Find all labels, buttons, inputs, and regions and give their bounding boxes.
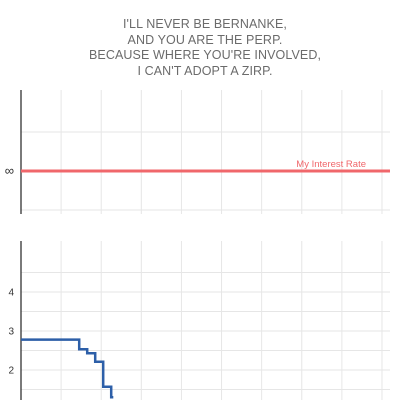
y-tick-label: 3 <box>8 327 14 338</box>
title-line-2: AND YOU ARE THE PERP. <box>127 32 283 47</box>
annotations: My Interest Rate <box>296 159 366 170</box>
title-line-3: BECAUSE WHERE YOU'RE INVOLVED, <box>88 48 322 62</box>
title-line-4: I CAN'T ADOPT A ZIRP. <box>137 63 273 78</box>
interest-rate-label: My Interest Rate <box>296 159 366 170</box>
y-tick-labels: 2 3 4 ∞ <box>5 163 15 377</box>
series-step-line <box>21 338 114 399</box>
title-line-1: I'LL NEVER BE BERNANKE, <box>122 17 287 31</box>
grid <box>21 90 390 400</box>
series <box>21 169 390 399</box>
y-tick-label: ∞ <box>5 163 14 178</box>
y-tick-label: 4 <box>8 288 14 299</box>
y-tick-label: 2 <box>8 366 14 377</box>
chart-title: I'LL NEVER BE BERNANKE, AND YOU ARE THE … <box>0 17 410 79</box>
